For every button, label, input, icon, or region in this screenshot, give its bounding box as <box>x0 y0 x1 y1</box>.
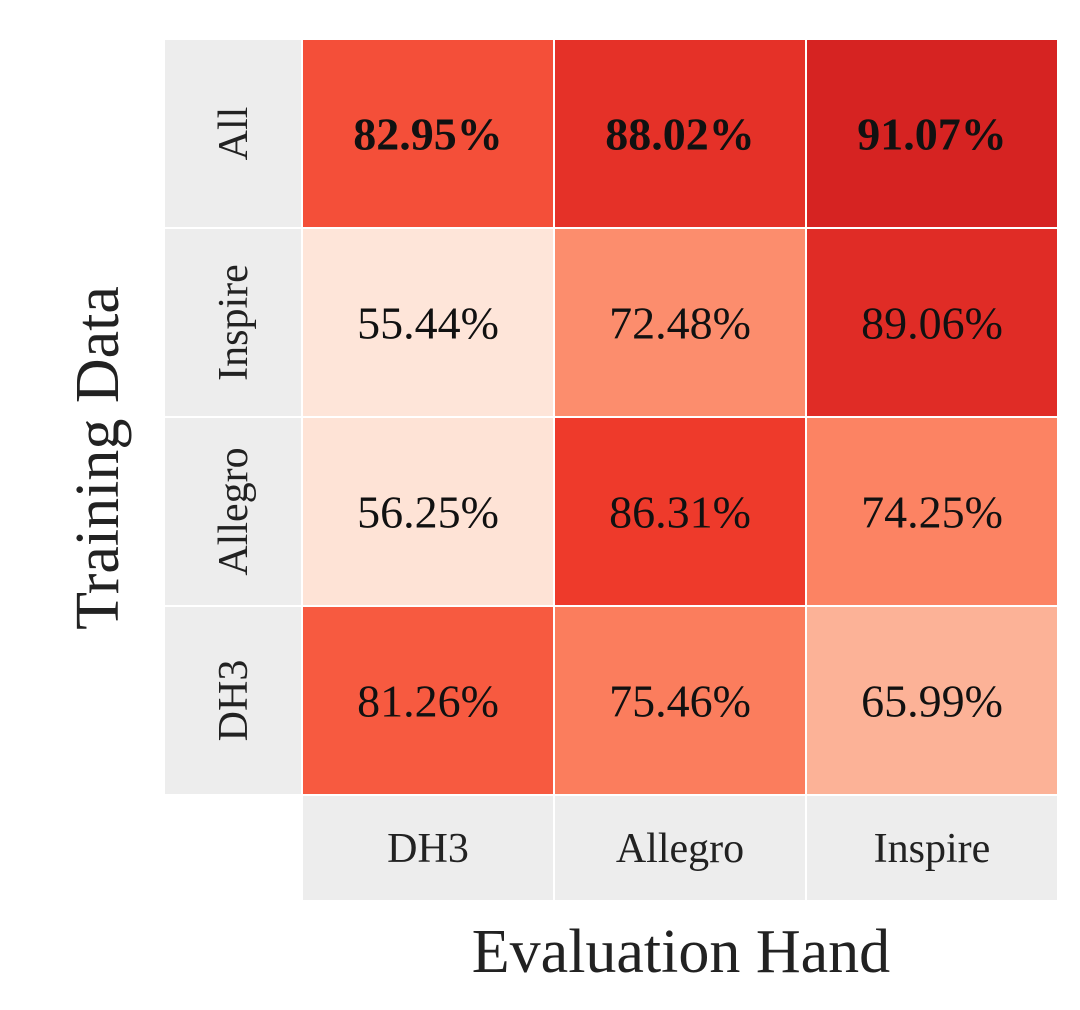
y-axis-title: Training Data <box>64 286 132 630</box>
heatmap-cell-labels: 82.95% 88.02% 91.07% 55.44% 72.48% 89.06% 56.2… <box>353 109 1007 727</box>
heatmap-cell <box>303 418 553 605</box>
heatmap-cell <box>303 607 553 794</box>
row-label-background <box>165 40 301 794</box>
col-label-bg-0 <box>303 796 553 900</box>
heatmap-cell <box>303 229 553 416</box>
cell-value-label: 72.48% <box>609 298 751 349</box>
col-label-bg-2 <box>807 796 1057 900</box>
row-label-bg-1 <box>165 229 301 416</box>
column-label-background <box>303 796 1057 900</box>
heatmap-cell <box>555 40 805 227</box>
x-axis-title: Evaluation Hand <box>472 918 890 986</box>
row-label-bg-0 <box>165 40 301 227</box>
cell-value-label: 81.26% <box>357 676 499 727</box>
y-tick-label: All <box>211 107 257 161</box>
heatmap-cell <box>807 418 1057 605</box>
heatmap-cell <box>807 229 1057 416</box>
cell-value-label: 65.99% <box>861 676 1003 727</box>
cell-value-label: 88.02% <box>605 109 755 160</box>
y-tick-labels: All Inspire Allegro DH3 <box>211 107 257 742</box>
y-tick-label: DH3 <box>211 660 257 742</box>
heatmap-cell <box>303 40 553 227</box>
cell-value-label: 75.46% <box>609 676 751 727</box>
y-tick-label: Inspire <box>211 264 257 381</box>
cell-value-label: 74.25% <box>861 487 1003 538</box>
x-tick-label: DH3 <box>387 826 469 872</box>
x-tick-labels: DH3 Allegro Inspire <box>387 826 990 872</box>
heatmap-cells <box>303 40 1057 794</box>
x-tick-label: Allegro <box>616 826 744 872</box>
y-tick-label: Allegro <box>211 447 257 575</box>
cell-value-label: 82.95% <box>353 109 503 160</box>
heatmap-cell <box>807 607 1057 794</box>
cell-value-label: 56.25% <box>357 487 499 538</box>
row-label-bg-3 <box>165 607 301 794</box>
heatmap-cell <box>555 418 805 605</box>
col-label-bg-1 <box>555 796 805 900</box>
heatmap-cell <box>555 607 805 794</box>
cell-value-label: 86.31% <box>609 487 751 538</box>
cell-value-label: 89.06% <box>861 298 1003 349</box>
x-tick-label: Inspire <box>874 826 991 872</box>
heatmap-cell <box>555 229 805 416</box>
cell-value-label: 91.07% <box>857 109 1007 160</box>
row-label-bg-2 <box>165 418 301 605</box>
cell-value-label: 55.44% <box>357 298 499 349</box>
heatmap-cell <box>807 40 1057 227</box>
